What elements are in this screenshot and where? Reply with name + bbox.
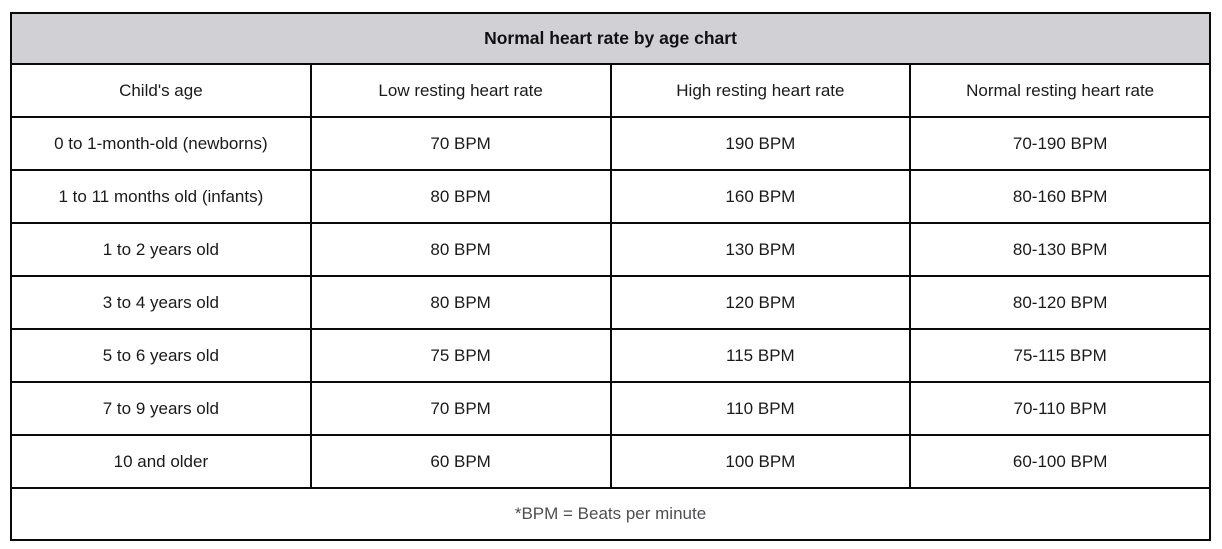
table-row-5-to-6-years: 5 to 6 years old 75 BPM 115 BPM 75-115 B… — [10, 328, 1211, 383]
cell-normal-bpm: 60-100 BPM — [909, 434, 1211, 489]
table-row-newborns: 0 to 1-month-old (newborns) 70 BPM 190 B… — [10, 116, 1211, 171]
table-row-infants: 1 to 11 months old (infants) 80 BPM 160 … — [10, 169, 1211, 224]
cell-age: 7 to 9 years old — [10, 381, 312, 436]
heart-rate-table: Normal heart rate by age chart Child's a… — [10, 12, 1211, 541]
cell-normal-bpm: 80-120 BPM — [909, 275, 1211, 330]
cell-high-bpm: 100 BPM — [609, 434, 912, 489]
cell-high-bpm: 130 BPM — [609, 222, 912, 277]
cell-normal-bpm: 75-115 BPM — [909, 328, 1211, 383]
cell-low-bpm: 80 BPM — [309, 222, 612, 277]
cell-age: 10 and older — [10, 434, 312, 489]
column-header-childs-age: Child's age — [10, 63, 312, 118]
cell-age: 5 to 6 years old — [10, 328, 312, 383]
cell-normal-bpm: 70-110 BPM — [909, 381, 1211, 436]
cell-low-bpm: 75 BPM — [309, 328, 612, 383]
cell-high-bpm: 160 BPM — [609, 169, 912, 224]
cell-low-bpm: 70 BPM — [309, 381, 612, 436]
cell-normal-bpm: 70-190 BPM — [909, 116, 1211, 171]
table-row-1-to-2-years: 1 to 2 years old 80 BPM 130 BPM 80-130 B… — [10, 222, 1211, 277]
cell-high-bpm: 110 BPM — [609, 381, 912, 436]
cell-normal-bpm: 80-160 BPM — [909, 169, 1211, 224]
cell-high-bpm: 115 BPM — [609, 328, 912, 383]
column-header-high-resting-heart-rate: High resting heart rate — [609, 63, 912, 118]
cell-age: 1 to 11 months old (infants) — [10, 169, 312, 224]
table-row-10-and-older: 10 and older 60 BPM 100 BPM 60-100 BPM — [10, 434, 1211, 489]
cell-age: 1 to 2 years old — [10, 222, 312, 277]
table-header-row: Child's age Low resting heart rate High … — [10, 63, 1211, 118]
cell-age: 0 to 1-month-old (newborns) — [10, 116, 312, 171]
cell-low-bpm: 80 BPM — [309, 275, 612, 330]
table-footnote-row: *BPM = Beats per minute — [10, 487, 1211, 541]
cell-high-bpm: 190 BPM — [609, 116, 912, 171]
table-title: Normal heart rate by age chart — [10, 12, 1211, 65]
cell-low-bpm: 60 BPM — [309, 434, 612, 489]
column-header-normal-resting-heart-rate: Normal resting heart rate — [909, 63, 1211, 118]
column-header-low-resting-heart-rate: Low resting heart rate — [309, 63, 612, 118]
table-row-7-to-9-years: 7 to 9 years old 70 BPM 110 BPM 70-110 B… — [10, 381, 1211, 436]
cell-high-bpm: 120 BPM — [609, 275, 912, 330]
table-row-3-to-4-years: 3 to 4 years old 80 BPM 120 BPM 80-120 B… — [10, 275, 1211, 330]
cell-age: 3 to 4 years old — [10, 275, 312, 330]
cell-low-bpm: 70 BPM — [309, 116, 612, 171]
cell-low-bpm: 80 BPM — [309, 169, 612, 224]
table-title-row: Normal heart rate by age chart — [10, 12, 1211, 65]
table-footnote: *BPM = Beats per minute — [10, 487, 1211, 541]
cell-normal-bpm: 80-130 BPM — [909, 222, 1211, 277]
